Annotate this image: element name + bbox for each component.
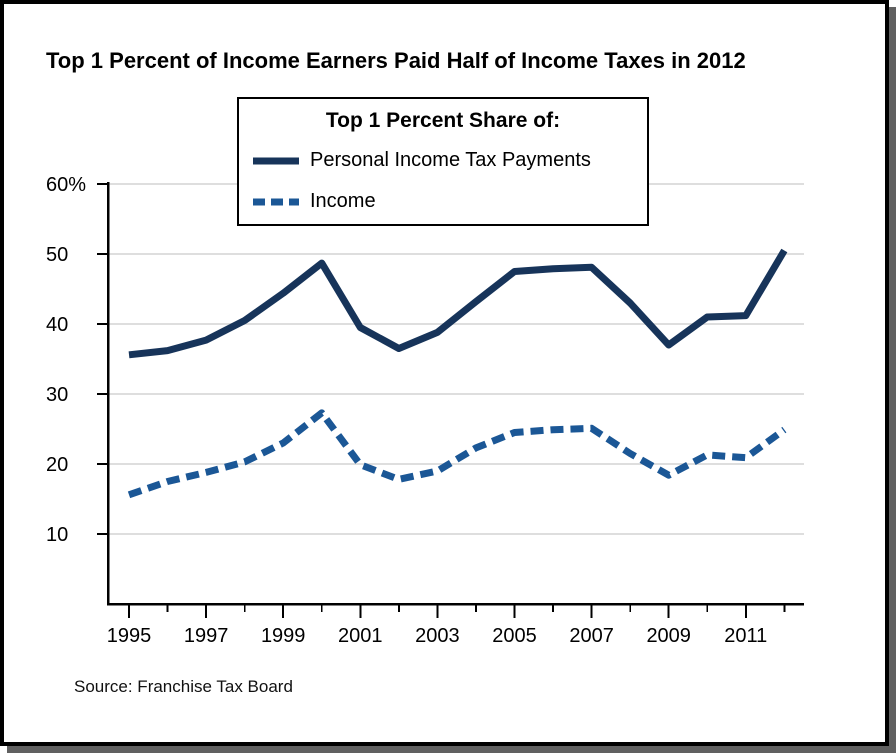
y-tick-label: 30 [46, 384, 68, 406]
dashed-line-swatch [253, 198, 299, 205]
y-tick-label: 50 [46, 244, 68, 266]
legend-item-personal-income-tax-payments: Personal Income Tax Payments [253, 149, 591, 172]
y-tick-label: 20 [46, 454, 68, 476]
x-tick-label: 2011 [724, 625, 767, 647]
legend-item-income: Income [253, 190, 376, 213]
y-tick-label: 10 [46, 524, 68, 546]
y-tick-label: 40 [46, 314, 68, 336]
x-tick-label: 2009 [646, 625, 691, 647]
series-line-personal-income-tax-payments [128, 248, 788, 359]
y-tick-label: 60% [46, 174, 86, 196]
line-chart-plot: 60% 50 40 30 20 10 1995 1997 1999 2001 2003 2005 200… [46, 174, 804, 647]
legend-item-label: Income [310, 190, 376, 212]
x-tick-label: 2007 [569, 625, 614, 647]
solid-line-swatch [253, 157, 299, 164]
legend-item-label: Personal Income Tax Payments [310, 149, 591, 171]
legend-title: Top 1 Percent Share of: [325, 109, 561, 132]
x-tick-label: 2003 [415, 625, 460, 647]
chart-title: Top 1 Percent of Income Earners Paid Hal… [46, 48, 746, 73]
source-note: Source: Franchise Tax Board [74, 677, 293, 696]
x-tick-label: 2001 [338, 625, 383, 647]
x-tick-label: 2005 [492, 625, 537, 647]
legend-box: Top 1 Percent Share of: Personal Income … [237, 97, 649, 226]
x-tick-label: 1999 [261, 625, 306, 647]
x-tick-label: 1995 [107, 625, 152, 647]
series-line-income [127, 409, 787, 499]
x-tick-label: 1997 [184, 625, 229, 647]
